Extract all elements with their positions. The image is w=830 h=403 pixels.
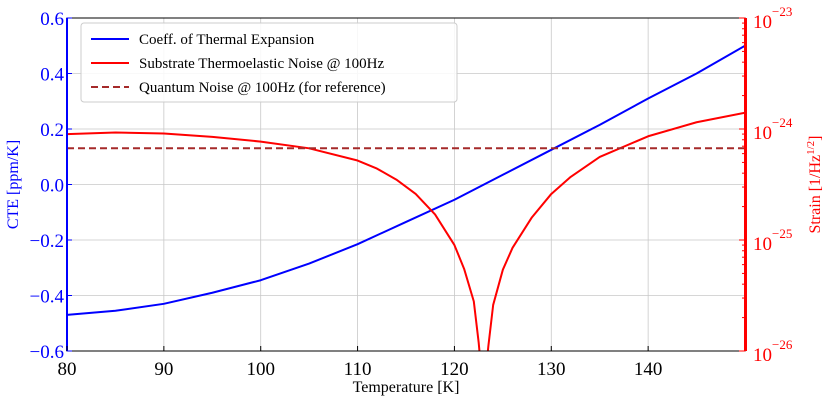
x-tick-label: 80	[58, 359, 77, 380]
x-tick-label: 110	[344, 359, 372, 380]
y-right-tick-exp: −26	[772, 337, 793, 352]
series-layer	[67, 44, 745, 351]
y-axis-right-label-base: Strain [1/Hz	[807, 155, 824, 234]
x-axis-label: Temperature [K]	[353, 379, 460, 396]
y-right-tick-exp: −23	[772, 4, 792, 19]
legend-entries: Coeff. of Thermal Expansion Substrate The…	[91, 32, 386, 96]
y-axis-right-label: Strain [1/Hz1/2]	[805, 135, 824, 233]
y-left-tick-label: −0.4	[30, 287, 65, 308]
x-tick-label: 140	[634, 359, 663, 380]
y-right-tick-exp: −25	[772, 226, 792, 241]
y-left-tick-label: 0.0	[40, 176, 64, 197]
y-right-tick-base: 10	[753, 345, 772, 366]
series-line-1	[67, 111, 745, 351]
y-axis-right-label-close: ]	[807, 135, 824, 140]
legend-box	[80, 22, 458, 103]
right-spine	[744, 18, 747, 351]
y-right-tick-label: 10−26	[753, 337, 793, 366]
y-right-tick-label: 10−25	[753, 226, 792, 255]
y-right-tick-base: 10	[753, 234, 772, 255]
x-tick-label: 120	[440, 359, 469, 380]
y-left-tick-label: 0.2	[40, 120, 64, 141]
y-left-tick-label: −0.2	[30, 231, 64, 252]
y-right-tick-base: 10	[753, 12, 772, 33]
legend-label-1: Substrate Thermoelastic Noise @ 100Hz	[139, 56, 384, 72]
y-left-tick-label: 0.4	[40, 65, 64, 86]
x-tick-label: 130	[537, 359, 566, 380]
y-axis-right-label-exp: 1/2	[805, 141, 817, 155]
y-right-tick-base: 10	[753, 123, 772, 144]
x-tick-label: 90	[154, 359, 173, 380]
y-right-tick-exp: −24	[772, 115, 793, 130]
x-tick-label: 100	[246, 359, 275, 380]
y-right-tick-label: 10−24	[753, 115, 793, 144]
y-axis-left-label: CTE [ppm/K]	[5, 140, 22, 229]
legend-label-2: Quantum Noise @ 100Hz (for reference)	[139, 80, 386, 96]
y-left-tick-label: −0.6	[30, 342, 64, 363]
legend-label-0: Coeff. of Thermal Expansion	[139, 32, 315, 48]
y-right-tick-label: 10−23	[753, 4, 792, 33]
ticks-layer: 80 90 100 110 120 130 140 0.6 0.4 0.2 0.0 −0.2 −0.4 −…	[30, 4, 793, 380]
y-left-tick-label: 0.6	[40, 9, 64, 30]
series-line-0	[67, 44, 745, 316]
legend: Coeff. of Thermal Expansion Substrate The…	[80, 22, 458, 103]
